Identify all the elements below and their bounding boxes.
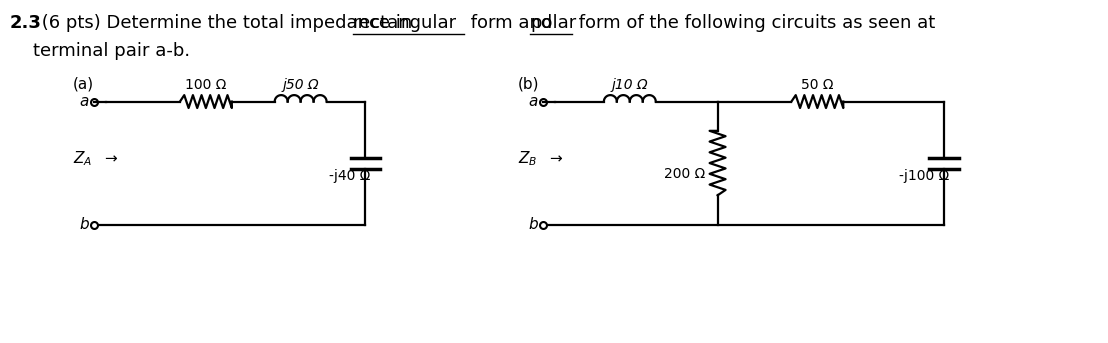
Text: 50 Ω: 50 Ω	[801, 78, 833, 92]
Text: (6 pts) Determine the total impedance in: (6 pts) Determine the total impedance in	[37, 14, 419, 32]
Text: -j100 Ω: -j100 Ω	[899, 169, 950, 183]
Text: $Z_B$  $\rightarrow$: $Z_B$ $\rightarrow$	[519, 150, 563, 168]
Text: 100 Ω: 100 Ω	[185, 78, 226, 92]
Text: a: a	[80, 94, 89, 109]
Text: -j40 Ω: -j40 Ω	[329, 169, 370, 183]
Text: polar: polar	[530, 14, 576, 32]
Text: b: b	[529, 217, 538, 232]
Text: 2.3: 2.3	[9, 14, 41, 32]
Text: j50 Ω: j50 Ω	[283, 78, 319, 92]
Text: (b): (b)	[519, 76, 540, 92]
Text: form and: form and	[465, 14, 558, 32]
Text: terminal pair a-b.: terminal pair a-b.	[33, 42, 191, 60]
Text: (a): (a)	[73, 76, 94, 92]
Text: form of the following circuits as seen at: form of the following circuits as seen a…	[573, 14, 935, 32]
Text: $Z_A$  $\rightarrow$: $Z_A$ $\rightarrow$	[73, 150, 119, 168]
Text: rectangular: rectangular	[352, 14, 456, 32]
Text: 200 Ω: 200 Ω	[665, 167, 706, 181]
Text: b: b	[80, 217, 89, 232]
Text: a: a	[529, 94, 538, 109]
Text: j10 Ω: j10 Ω	[612, 78, 648, 92]
